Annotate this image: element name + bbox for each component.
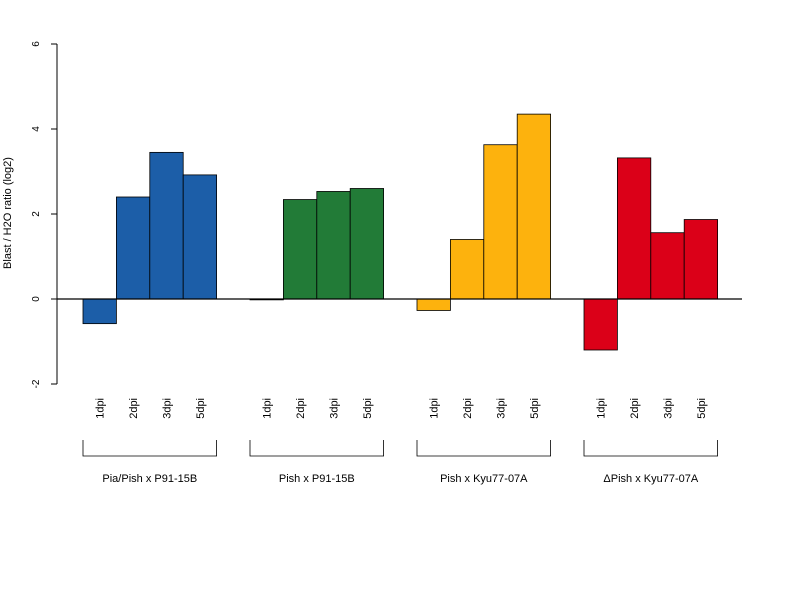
bar	[650, 232, 685, 300]
bars	[82, 113, 719, 351]
group-bracket	[249, 440, 384, 457]
y-tick-label: 6	[31, 41, 42, 47]
category-label: 2dpi	[629, 398, 641, 419]
bar	[282, 199, 318, 300]
y-tick-label: 4	[31, 126, 42, 132]
category-label: 3dpi	[329, 398, 341, 419]
category-label: 1dpi	[262, 398, 274, 419]
group-brackets: Pia/Pish x P91-15B Pish x P91-15B Pish x K…	[82, 440, 718, 485]
y-tick-label: 0	[31, 296, 42, 302]
bar	[516, 113, 552, 300]
bar	[683, 219, 719, 300]
bar	[149, 151, 184, 300]
category-label: 3dpi	[663, 398, 675, 419]
category-label: 1dpi	[596, 398, 608, 419]
category-label: 2dpi	[295, 398, 307, 419]
bar	[583, 298, 618, 351]
group-bracket	[416, 440, 551, 457]
category-labels: 1dpi 2dpi 3dpi 5dpi 1dpi 2dpi 3dpi 5dpi 1dpi 2dpi…	[95, 398, 708, 419]
bar	[116, 196, 151, 300]
bar	[449, 239, 485, 300]
bar	[82, 298, 117, 325]
category-label: 1dpi	[95, 398, 107, 419]
bar	[617, 157, 652, 300]
group-label: Pish x P91-15B	[279, 473, 355, 485]
y-axis: -2 0 2 4 6	[31, 41, 58, 388]
y-tick-label: 2	[31, 211, 42, 217]
bar	[316, 191, 351, 300]
bar	[483, 144, 518, 300]
group-label: Pia/Pish x P91-15B	[102, 473, 197, 485]
category-label: 3dpi	[496, 398, 508, 419]
category-label: 2dpi	[462, 398, 474, 419]
category-label: 2dpi	[128, 398, 140, 419]
bar	[349, 188, 385, 300]
category-label: 5dpi	[529, 398, 541, 419]
category-label: 5dpi	[696, 398, 708, 419]
y-axis-label: Blast / H2O ratio (log2)	[2, 157, 14, 269]
group-bracket	[82, 440, 217, 457]
category-label: 5dpi	[195, 398, 207, 419]
bar	[416, 298, 451, 311]
category-label: 5dpi	[362, 398, 374, 419]
group-label: ΔPish x Kyu77-07A	[603, 473, 698, 485]
group-bracket	[583, 440, 718, 457]
bar	[182, 174, 217, 300]
group-label: Pish x Kyu77-07A	[440, 473, 528, 485]
category-label: 1dpi	[429, 398, 441, 419]
category-label: 3dpi	[162, 398, 174, 419]
y-tick-label: -2	[31, 379, 42, 388]
